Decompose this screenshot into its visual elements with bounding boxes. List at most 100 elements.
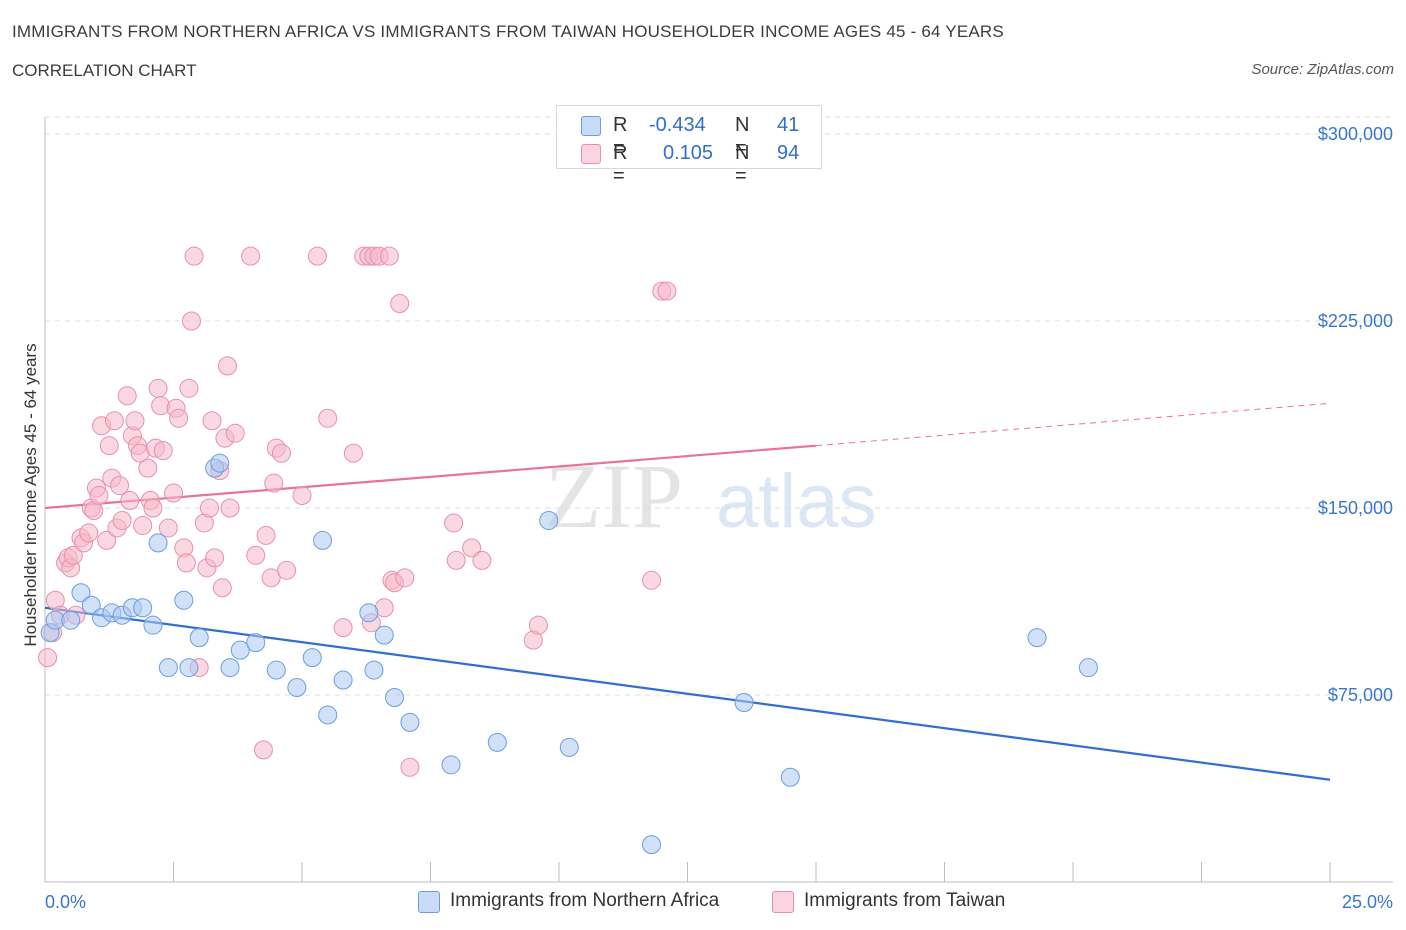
point-northern-africa bbox=[266, 660, 286, 680]
point-taiwan bbox=[125, 411, 145, 431]
point-taiwan bbox=[241, 246, 261, 266]
chart-subtitle: CORRELATION CHART bbox=[12, 61, 197, 80]
r-value: 0.105 bbox=[663, 142, 714, 164]
point-northern-africa bbox=[246, 633, 266, 653]
legend-label: Immigrants from Taiwan bbox=[804, 890, 1006, 911]
point-taiwan bbox=[120, 491, 140, 511]
point-taiwan bbox=[225, 423, 245, 443]
point-taiwan bbox=[343, 443, 363, 463]
point-northern-africa bbox=[1027, 628, 1047, 648]
point-taiwan bbox=[89, 486, 109, 506]
point-taiwan bbox=[642, 570, 662, 590]
point-taiwan bbox=[261, 568, 281, 588]
point-taiwan bbox=[133, 515, 153, 535]
point-taiwan bbox=[79, 523, 99, 543]
point-northern-africa bbox=[81, 595, 101, 615]
point-taiwan bbox=[63, 545, 83, 565]
n-label: N = bbox=[735, 142, 750, 187]
point-northern-africa bbox=[780, 767, 800, 787]
point-taiwan bbox=[307, 246, 327, 266]
point-northern-africa bbox=[174, 590, 194, 610]
point-northern-africa bbox=[61, 610, 81, 630]
legend-label: Immigrants from Northern Africa bbox=[450, 890, 720, 911]
trend-line-taiwan bbox=[815, 402, 1331, 447]
point-taiwan bbox=[202, 411, 222, 431]
point-taiwan bbox=[112, 510, 132, 530]
point-northern-africa bbox=[359, 603, 379, 623]
point-taiwan bbox=[176, 553, 196, 573]
pink-swatch bbox=[772, 891, 794, 913]
point-taiwan bbox=[169, 408, 189, 428]
point-taiwan bbox=[153, 441, 173, 461]
point-taiwan bbox=[246, 545, 266, 565]
point-northern-africa bbox=[302, 648, 322, 668]
pink-swatch bbox=[581, 144, 601, 164]
point-taiwan bbox=[212, 578, 232, 598]
point-northern-africa bbox=[158, 658, 178, 678]
point-northern-africa bbox=[642, 835, 662, 855]
stats-legend: R = -0.434 N = 41 R = 0.105 N = 94 bbox=[556, 105, 822, 187]
point-northern-africa bbox=[734, 692, 754, 712]
point-taiwan bbox=[462, 538, 482, 558]
point-taiwan bbox=[379, 246, 399, 266]
point-taiwan bbox=[148, 378, 168, 398]
point-taiwan bbox=[472, 550, 492, 570]
point-taiwan bbox=[97, 530, 117, 550]
data-points bbox=[38, 246, 1098, 855]
point-taiwan bbox=[205, 548, 225, 568]
blue-swatch bbox=[418, 891, 440, 913]
point-taiwan bbox=[256, 525, 276, 545]
point-taiwan bbox=[657, 281, 677, 301]
point-taiwan bbox=[390, 294, 410, 314]
y-axis-label: Householder Income Ages 45 - 64 years bbox=[21, 343, 40, 646]
point-northern-africa bbox=[148, 533, 168, 553]
watermark-atlas: atlas bbox=[716, 459, 877, 544]
point-northern-africa bbox=[179, 658, 199, 678]
grid-lines bbox=[45, 116, 1393, 696]
point-taiwan bbox=[444, 513, 464, 533]
point-taiwan bbox=[117, 386, 137, 406]
point-taiwan bbox=[38, 648, 58, 668]
trend-line-northern-africa bbox=[44, 606, 1331, 781]
point-taiwan bbox=[181, 311, 201, 331]
point-taiwan bbox=[292, 486, 312, 506]
point-northern-africa bbox=[374, 625, 394, 645]
point-taiwan bbox=[217, 356, 237, 376]
y-tick-labels: $75,000 $150,000 $225,000 $300,000 bbox=[1318, 124, 1393, 705]
point-taiwan bbox=[264, 473, 284, 493]
point-taiwan bbox=[138, 458, 158, 478]
point-taiwan bbox=[253, 740, 273, 760]
point-taiwan bbox=[528, 615, 548, 635]
point-northern-africa bbox=[189, 628, 209, 648]
point-taiwan bbox=[143, 498, 163, 518]
point-taiwan bbox=[318, 408, 338, 428]
point-northern-africa bbox=[287, 678, 307, 698]
point-taiwan bbox=[400, 757, 420, 777]
watermark: ZIP atlas bbox=[545, 445, 877, 547]
x-min-label: 0.0% bbox=[45, 892, 86, 912]
chart-title: IMMIGRANTS FROM NORTHERN AFRICA VS IMMIG… bbox=[12, 22, 1004, 41]
point-northern-africa bbox=[133, 598, 153, 618]
point-taiwan bbox=[395, 568, 415, 588]
point-taiwan bbox=[220, 498, 240, 518]
point-taiwan bbox=[104, 411, 124, 431]
x-max-label: 25.0% bbox=[1342, 892, 1393, 912]
point-taiwan bbox=[271, 443, 291, 463]
point-northern-africa bbox=[210, 453, 230, 473]
point-northern-africa bbox=[220, 658, 240, 678]
point-taiwan bbox=[333, 618, 353, 638]
axes bbox=[44, 117, 1393, 883]
blue-swatch bbox=[581, 116, 601, 136]
r-label: R = bbox=[613, 142, 628, 187]
source-credit: Source: ZipAtlas.com bbox=[1251, 61, 1394, 78]
point-taiwan bbox=[446, 550, 466, 570]
point-northern-africa bbox=[71, 583, 91, 603]
watermark-zip: ZIP bbox=[545, 445, 683, 547]
point-taiwan bbox=[277, 560, 297, 580]
n-value: 94 bbox=[777, 142, 800, 164]
point-northern-africa bbox=[230, 640, 250, 660]
point-taiwan bbox=[158, 518, 178, 538]
point-taiwan bbox=[199, 498, 219, 518]
point-northern-africa bbox=[487, 732, 507, 752]
